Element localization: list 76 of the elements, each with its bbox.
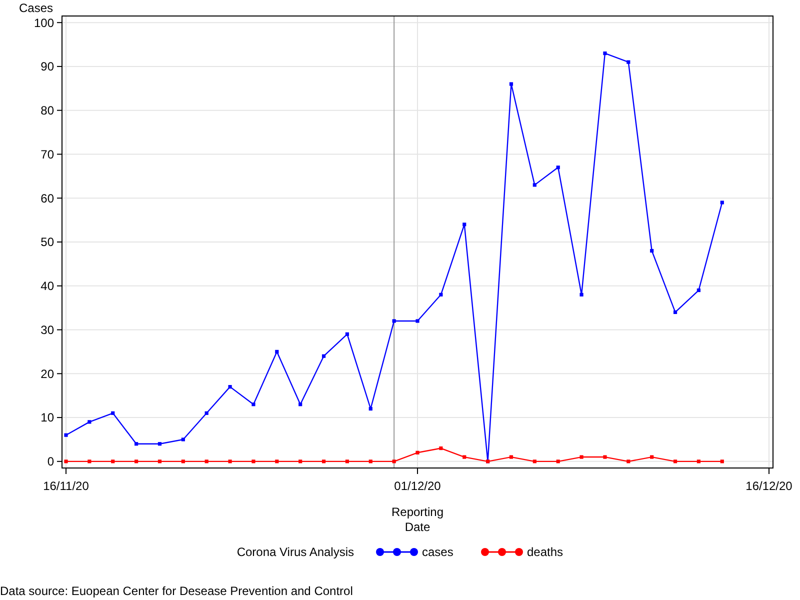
point [111,411,115,415]
point [462,222,466,226]
point [134,460,138,464]
point [204,411,208,415]
y-tick-label: 10 [40,410,54,425]
point [392,460,396,464]
point [88,420,92,424]
point [64,433,68,437]
point [368,406,372,411]
point [181,438,185,442]
x-tick-label: 01/12/20 [394,479,442,493]
point [580,292,584,296]
point [252,402,256,406]
point [228,385,232,389]
point [392,319,396,323]
y-axis-title: Cases [18,1,54,15]
point [556,460,560,464]
point [111,460,115,464]
point [158,460,162,464]
point [88,460,92,464]
point [439,292,443,296]
point [603,52,607,56]
point [696,288,700,292]
y-tick-label: 0 [47,454,54,469]
legend-label: deaths [527,545,564,559]
point [532,460,536,464]
y-tick-label: 80 [40,104,54,118]
point [345,332,349,336]
point [275,350,279,354]
point [673,460,678,464]
legend-label: cases [422,545,454,559]
point [275,460,279,464]
point [532,183,536,187]
point [345,460,349,464]
point [509,455,514,459]
point [228,460,232,464]
point [696,460,700,464]
point [720,460,724,464]
y-tick-label: 100 [34,16,54,30]
y-tick-label: 20 [40,366,54,381]
point [603,455,607,459]
point [650,455,654,459]
point [626,460,630,464]
point [509,82,514,86]
x-tick-label: 16/12/20 [746,479,793,493]
y-tick-label: 50 [40,235,54,250]
y-tick-label: 40 [40,279,54,294]
point [298,460,302,464]
point [134,442,138,446]
point [650,248,654,253]
point [416,319,420,323]
point [580,455,584,459]
point [322,460,326,464]
y-tick-label: 70 [40,147,54,162]
point [64,460,68,464]
point [252,460,256,464]
point [720,200,724,204]
x-tick-label: 16/11/20 [43,479,90,493]
point [439,446,443,450]
y-tick-label: 60 [40,191,54,206]
point [158,442,162,446]
point [322,354,326,358]
point [556,166,560,170]
point [181,460,185,464]
point [626,60,630,64]
y-tick-label: 30 [40,322,54,337]
point [673,310,678,314]
source-note: Data source: Euopean Center for Desease Prevention and Control [0,584,353,598]
x-axis-title: Reporting Date [391,505,444,534]
y-tick-label: 90 [40,60,54,74]
point [298,402,302,406]
point [204,460,208,464]
legend-title: Corona Virus Analysis [236,545,354,559]
point [416,450,420,454]
point [368,460,372,464]
point [462,455,466,459]
